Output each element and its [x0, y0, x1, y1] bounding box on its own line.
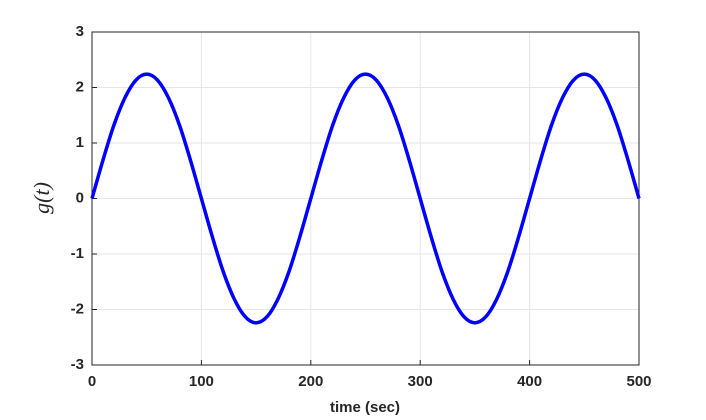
y-tick-label: 3 — [76, 23, 84, 40]
x-tick-label: 400 — [517, 373, 542, 390]
y-tick-label: -1 — [71, 245, 84, 262]
data-line — [90, 72, 641, 325]
y-tick-label: -2 — [71, 300, 84, 317]
y-tick-label: 1 — [76, 134, 84, 151]
y-tick-label: 0 — [76, 189, 84, 206]
x-axis-label: time (sec) — [330, 399, 400, 416]
x-tick-label: 500 — [626, 373, 651, 390]
x-tick-label: 0 — [88, 373, 96, 390]
y-axis-label: g(t) — [29, 182, 54, 214]
x-tick-label: 200 — [298, 373, 323, 390]
y-tick-label: -3 — [71, 356, 84, 373]
x-tick-label: 100 — [189, 373, 214, 390]
x-tick-label: 300 — [408, 373, 433, 390]
y-tick-label: 2 — [76, 78, 84, 95]
